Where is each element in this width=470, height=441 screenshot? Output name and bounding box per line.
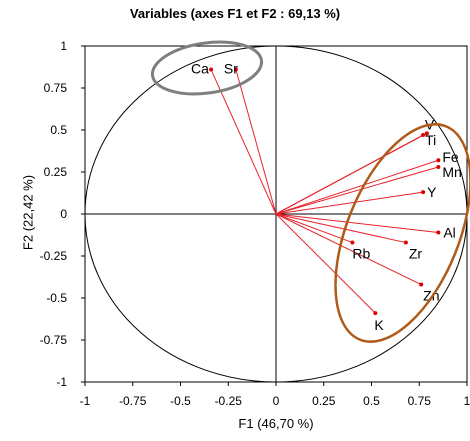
vector-zn — [275, 213, 422, 286]
y-axis-label: F2 (22,42 %) — [20, 174, 36, 251]
point-label-ti: Ti — [425, 132, 436, 148]
y-tick-label: 1 — [60, 39, 67, 53]
point-ti — [421, 133, 426, 138]
x-tick-label: 0 — [273, 394, 280, 408]
y-tick-label: 0 — [60, 207, 67, 221]
x-tick-label: -0.5 — [170, 394, 191, 408]
chart-title: Variables (axes F1 et F2 : 69,13 %) — [129, 6, 341, 21]
y-tick-label: -0.75 — [40, 333, 68, 347]
vector-fe — [275, 159, 439, 215]
x-tick-label: -0.25 — [215, 394, 243, 408]
vector-ca — [210, 69, 277, 215]
x-tick-label: 0.5 — [363, 394, 380, 408]
y-tick-label: 0.75 — [44, 81, 68, 95]
point-label-y: Y — [427, 184, 437, 200]
group-ellipse-main — [334, 123, 470, 343]
point-rb — [350, 240, 355, 245]
x-axis-label: F1 (46,70 %) — [238, 416, 314, 431]
vector-zr — [275, 213, 406, 244]
point-label-zr: Zr — [409, 246, 423, 262]
y-tick-label: -1 — [56, 375, 67, 389]
point-mn — [436, 164, 441, 169]
point-sr — [233, 67, 238, 72]
vector-sr — [235, 69, 277, 215]
x-tick-label: 0.75 — [408, 394, 432, 408]
x-tick-label: 1 — [464, 394, 470, 408]
y-tick-label: 0.25 — [44, 165, 68, 179]
point-label-fe: Fe — [442, 149, 459, 165]
vector-rb — [275, 213, 353, 244]
vector-mn — [275, 166, 439, 215]
vector-y — [275, 191, 424, 215]
point-v — [424, 131, 429, 136]
point-label-sr: Sr — [224, 61, 238, 77]
x-tick-label: -1 — [80, 394, 91, 408]
point-fe — [436, 158, 441, 163]
point-zn — [419, 282, 424, 287]
point-label-mn: Mn — [442, 164, 461, 180]
x-tick-label: 0.25 — [312, 394, 336, 408]
point-label-al: Al — [443, 224, 455, 240]
y-tick-label: -0.25 — [40, 249, 68, 263]
vector-ti — [275, 134, 424, 215]
point-y — [421, 190, 426, 195]
y-tick-label: -0.5 — [46, 291, 67, 305]
x-tick-label: -0.75 — [119, 394, 147, 408]
group-ellipse-ca-sr — [150, 40, 264, 96]
vector-k — [275, 213, 376, 314]
point-ca — [209, 67, 214, 72]
point-zr — [403, 240, 408, 245]
y-tick-label: 0.5 — [50, 123, 67, 137]
vector-al — [275, 213, 439, 233]
point-label-rb: Rb — [352, 246, 370, 262]
point-al — [436, 230, 441, 235]
point-k — [373, 311, 378, 316]
point-label-ca: Ca — [191, 61, 209, 77]
point-label-k: K — [374, 317, 384, 333]
